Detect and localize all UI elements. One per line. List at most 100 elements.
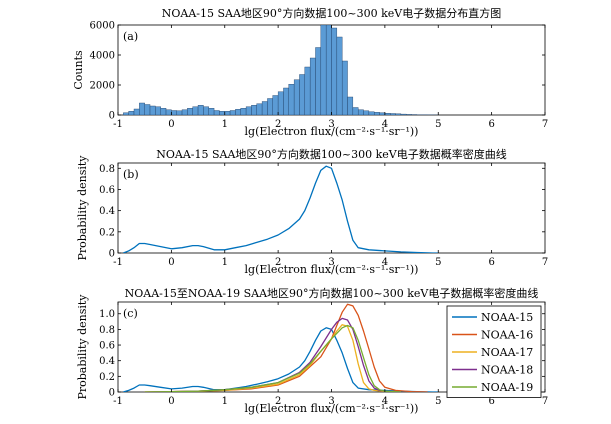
histogram-bar [368, 111, 375, 115]
histogram-bar [256, 103, 263, 115]
histogram-bar [149, 105, 156, 115]
histogram-bar [363, 110, 370, 115]
x-axis-label: lg(Electron flux/(cm⁻²·s⁻¹·sr⁻¹)) [245, 125, 419, 138]
histogram-bar [133, 108, 140, 115]
panel-label: (b) [123, 168, 139, 181]
x-tick-label: 7 [542, 396, 548, 407]
y-tick-label: 0.6 [99, 185, 115, 196]
chart-title: NOAA-15至NOAA-19 SAA地区90°方向数据100~300 keV电… [125, 286, 539, 300]
histogram-bar [331, 27, 338, 115]
histogram-bar [336, 36, 343, 115]
histogram-bar [267, 98, 273, 115]
x-tick-label: 1 [222, 257, 228, 268]
histogram-bar [261, 101, 268, 115]
histogram-bar [229, 110, 236, 115]
histogram-bar [315, 47, 322, 115]
legend-label: NOAA-16 [481, 329, 533, 342]
histogram-bar [374, 112, 380, 115]
histogram-bar [341, 60, 348, 115]
histogram-bar [171, 110, 177, 115]
histogram-bar [192, 106, 199, 115]
histogram-bar [208, 108, 215, 115]
axes-frame [117, 162, 546, 254]
y-axis-label: Probability density [76, 155, 89, 261]
histogram-bar [299, 74, 306, 115]
legend-label: NOAA-15 [481, 311, 533, 324]
x-tick-label: 1 [222, 396, 228, 407]
series-line-noaa-15 [123, 165, 439, 253]
histogram-bar [187, 108, 193, 115]
x-tick-label: 5 [435, 396, 441, 407]
x-tick-label: 0 [168, 257, 174, 268]
legend: NOAA-15 NOAA-16 NOAA-17 NOAA-18 NOAA-19 [446, 305, 542, 398]
histogram-bar [240, 108, 247, 115]
histogram-bar [224, 111, 231, 115]
x-tick-label: -1 [113, 119, 123, 130]
histogram-bar [277, 91, 284, 115]
legend-label: NOAA-17 [481, 346, 533, 359]
histogram-bar [123, 112, 129, 115]
x-tick-label: 2 [275, 119, 281, 130]
x-tick-label: 4 [382, 257, 388, 268]
x-axis-label: lg(Electron flux/(cm⁻²·s⁻¹·sr⁻¹)) [245, 402, 419, 415]
histogram-bar [203, 106, 209, 115]
histogram-bar [304, 66, 311, 115]
x-tick-label: 3 [328, 257, 334, 268]
histogram-bar [293, 79, 300, 115]
histogram-bar [352, 107, 359, 115]
x-tick-label: 4 [382, 119, 388, 130]
histogram-bar [235, 109, 241, 115]
histogram-bar [320, 25, 327, 115]
x-tick-label: 7 [542, 257, 548, 268]
y-tick-label: 0 [109, 388, 115, 399]
y-tick-label: 0.2 [99, 372, 115, 383]
legend-label: NOAA-18 [481, 364, 533, 377]
x-tick-label: 6 [488, 396, 494, 407]
panel-label: (a) [123, 30, 138, 43]
x-axis-label: lg(Electron flux/(cm⁻²·s⁻¹·sr⁻¹)) [245, 263, 419, 276]
histogram-bar [165, 109, 172, 115]
y-tick-label: 0.4 [99, 206, 115, 217]
plot-area [123, 165, 439, 253]
y-axis-label: Counts [72, 50, 85, 90]
y-tick-label: 0.6 [99, 341, 115, 352]
histogram-bar [406, 114, 412, 115]
histogram-bar [325, 25, 332, 115]
x-tick-label: 2 [275, 396, 281, 407]
y-tick-label: 2000 [90, 81, 115, 92]
histogram-bar [155, 106, 161, 115]
histogram-bar [395, 113, 402, 115]
x-tick-label: 0 [168, 396, 174, 407]
plot-area [123, 25, 439, 115]
x-tick-label: 0 [168, 119, 174, 130]
x-tick-label: 4 [382, 396, 388, 407]
y-tick-label: 0 [109, 249, 115, 260]
y-tick-label: 0.4 [99, 356, 115, 367]
histogram-bar [288, 84, 295, 115]
x-tick-label: 1 [222, 119, 228, 130]
y-tick-label: 1.0 [99, 309, 115, 320]
histogram-bar [379, 112, 386, 115]
histogram-bar [176, 110, 183, 115]
x-tick-label: 2 [275, 257, 281, 268]
x-tick-label: 6 [488, 119, 494, 130]
y-tick-label: 0.2 [99, 227, 115, 238]
histogram-bar [213, 110, 220, 115]
y-tick-label: 4000 [90, 51, 115, 62]
x-tick-label: -1 [113, 396, 123, 407]
x-tick-label: 3 [328, 396, 334, 407]
histogram-bar [219, 111, 225, 115]
x-tick-label: 6 [488, 257, 494, 268]
histogram-bar [245, 106, 252, 115]
histogram-bar [390, 113, 396, 115]
series-line-noaa-19 [144, 324, 401, 392]
histogram-bar [251, 105, 257, 115]
histogram-bar [283, 87, 289, 115]
histogram-bar [272, 95, 279, 115]
chart-title: NOAA-15 SAA地区90°方向数据100~300 keV电子数据概率密度曲… [156, 147, 506, 161]
x-tick-label: 5 [435, 257, 441, 268]
y-tick-label: 0.8 [99, 164, 115, 175]
